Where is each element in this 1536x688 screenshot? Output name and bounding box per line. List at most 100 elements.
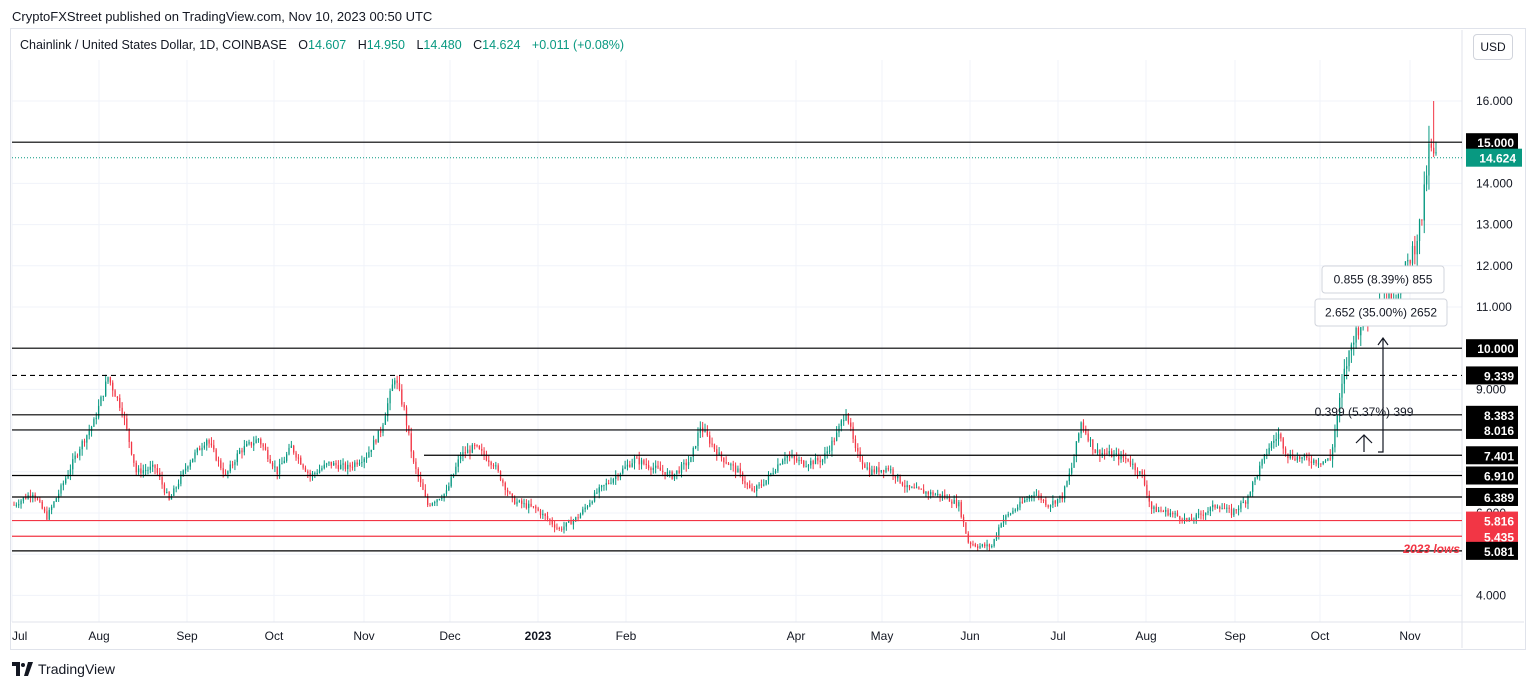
candle-body: [67, 474, 69, 479]
level-price-tag: [1466, 366, 1518, 385]
level-price-label: 8.383: [1484, 409, 1514, 423]
candle-body: [1275, 438, 1277, 441]
candle-body: [274, 466, 276, 468]
candle-body: [1230, 508, 1233, 516]
candle-body: [572, 520, 575, 525]
candle-body: [1277, 433, 1280, 439]
candle-body: [1252, 482, 1254, 492]
candle-body: [568, 520, 570, 523]
candle-body: [967, 533, 969, 543]
candle-body: [1110, 451, 1113, 458]
candle-body: [749, 484, 751, 488]
candle-body: [577, 517, 579, 519]
candle-body: [119, 397, 121, 408]
candle-body: [295, 452, 297, 458]
candle-body: [575, 517, 577, 521]
close-label: C: [473, 38, 483, 52]
candle-body: [112, 382, 114, 391]
candle-body: [1301, 457, 1303, 459]
candle-body: [335, 462, 337, 466]
candle-body: [1207, 511, 1209, 513]
candle-body: [535, 506, 537, 509]
candle-body: [871, 469, 873, 476]
measure-2652-box[interactable]: [1314, 298, 1448, 327]
candle-body: [798, 460, 800, 462]
measure-2652-label: 2.652 (35.00%) 2652: [1325, 306, 1437, 320]
candle-body: [1421, 219, 1423, 221]
candle-body: [951, 501, 953, 504]
candle-body: [1068, 473, 1070, 482]
candle-body: [234, 462, 236, 465]
candle-body: [60, 485, 62, 494]
candle-body: [615, 475, 617, 479]
currency-button[interactable]: USD: [1473, 34, 1513, 60]
candle-body: [687, 462, 690, 466]
candle-body: [779, 464, 781, 466]
high-label: H: [357, 38, 367, 52]
candle-body: [147, 469, 149, 471]
candle-body: [1270, 442, 1273, 448]
level-price-label: 8.016: [1484, 424, 1514, 438]
candle-body: [979, 545, 981, 548]
candle-body: [565, 522, 567, 527]
candle-body: [821, 459, 824, 463]
candle-body: [904, 485, 906, 488]
candle-body: [1040, 495, 1042, 500]
candle-body: [1148, 494, 1150, 502]
candle-body: [476, 444, 478, 447]
candle-body: [86, 435, 88, 443]
candle-body: [944, 494, 946, 498]
candle-body: [878, 467, 880, 473]
candle-body: [680, 464, 683, 473]
x-tick-label: Feb: [616, 629, 637, 643]
candle-body: [1118, 453, 1120, 460]
candle-body: [1308, 457, 1310, 462]
candle-body: [840, 420, 842, 427]
candle-body: [297, 457, 300, 459]
level-price-tag: [1466, 466, 1518, 485]
candle-body: [159, 472, 161, 477]
measure-arrow-icon: [1355, 434, 1373, 452]
candle-body: [812, 460, 814, 465]
candle-body: [255, 439, 257, 444]
candle-body: [506, 489, 509, 493]
candle-body: [170, 495, 173, 500]
candle-body: [417, 469, 419, 477]
candle-body: [1190, 518, 1193, 521]
candle-body: [1045, 500, 1047, 506]
candle-body: [673, 473, 676, 479]
candle-body: [300, 457, 302, 465]
candle-body: [1235, 509, 1237, 511]
candle-body: [1169, 513, 1172, 516]
candle-body: [1002, 519, 1005, 524]
candle-body: [723, 457, 725, 463]
candle-body: [746, 483, 748, 485]
candle-body: [90, 426, 93, 431]
level-price-label: 7.401: [1484, 449, 1514, 463]
candle-body: [1106, 453, 1108, 455]
candle-body: [741, 472, 744, 482]
candle-body: [1056, 498, 1059, 504]
candle-body: [427, 496, 429, 505]
level-price-tag: [1466, 541, 1518, 560]
candle-body: [657, 465, 659, 468]
candle-body: [669, 471, 671, 473]
candle-body: [1092, 439, 1094, 450]
candle-body: [937, 493, 939, 495]
candle-body: [419, 476, 422, 483]
symbol-name[interactable]: Chainlink / United States Dollar, 1D, CO…: [20, 38, 287, 52]
candle-body: [1350, 344, 1353, 351]
candle-body: [756, 485, 758, 492]
candle-body: [784, 457, 786, 461]
tradingview-logo[interactable]: TradingView: [12, 661, 115, 677]
candle-body: [1038, 494, 1040, 496]
candle-body: [1089, 439, 1092, 441]
candle-body: [384, 416, 387, 425]
measure-0855-box[interactable]: [1321, 265, 1445, 294]
candle-body: [450, 477, 452, 487]
candle-body: [462, 452, 464, 457]
candle-body: [126, 418, 128, 429]
low-value: 14.480: [423, 38, 462, 52]
candle-body: [1165, 510, 1167, 512]
